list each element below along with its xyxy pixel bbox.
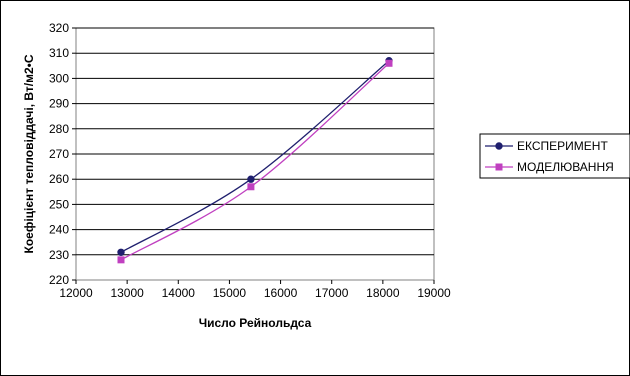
x-tick-label-4: 16000 <box>264 286 298 300</box>
series-layer <box>117 57 393 264</box>
y-tick-label-1: 230 <box>49 248 69 262</box>
y-tick-label-2: 240 <box>49 223 69 237</box>
x-tick-label-3: 15000 <box>213 286 247 300</box>
y-axis-ticks: 220 230 240 250 260 270 280 290 300 310 320 <box>49 21 76 287</box>
data-point-1-1 <box>247 183 255 191</box>
legend: ЕКСПЕРИМЕНТ МОДЕЛЮВАННЯ <box>485 139 614 174</box>
data-point-0-1 <box>247 175 255 183</box>
legend-label-1: МОДЕЛЮВАННЯ <box>517 160 614 174</box>
y-tick-label-0: 220 <box>49 273 69 287</box>
legend-label-0: ЕКСПЕРИМЕНТ <box>517 139 608 153</box>
y-tick-label-6: 280 <box>49 122 69 136</box>
x-axis-ticks: 12000 13000 14000 15000 16000 17000 18000 19000 <box>59 280 451 300</box>
x-tick-label-0: 12000 <box>59 286 93 300</box>
x-tick-label-6: 18000 <box>366 286 400 300</box>
y-axis-title: Коефіцієнт тепловіддачі, Вт/м2•С <box>22 54 36 253</box>
data-point-0-0 <box>117 248 125 256</box>
data-point-1-0 <box>117 256 125 264</box>
y-tick-label-7: 290 <box>49 97 69 111</box>
legend-box <box>479 133 630 179</box>
x-tick-label-5: 17000 <box>315 286 349 300</box>
y-tick-label-9: 310 <box>49 46 69 60</box>
legend-swatch-marker-0 <box>495 142 503 150</box>
x-tick-label-7: 19000 <box>417 286 451 300</box>
y-tick-label-5: 270 <box>49 147 69 161</box>
y-tick-label-4: 260 <box>49 172 69 186</box>
y-tick-label-3: 250 <box>49 197 69 211</box>
x-tick-label-2: 14000 <box>162 286 196 300</box>
data-point-1-2 <box>385 59 393 67</box>
legend-swatch-marker-1 <box>495 163 503 171</box>
y-tick-label-8: 300 <box>49 71 69 85</box>
gridlines <box>76 27 434 256</box>
x-tick-label-1: 13000 <box>110 286 144 300</box>
x-axis-title: Число Рейнольдса <box>199 316 312 330</box>
y-tick-label-10: 320 <box>49 21 69 35</box>
